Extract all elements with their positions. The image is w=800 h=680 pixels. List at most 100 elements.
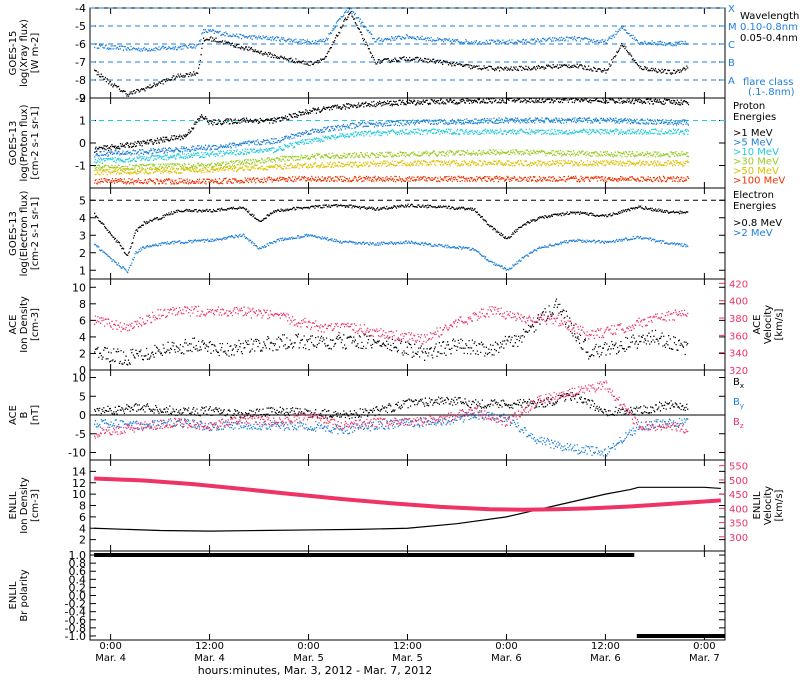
series-ace_mag-0 [94,392,689,420]
ylabel-electron: GOES-13 [8,211,19,256]
ytick-label-enlil_plasma: 12 [72,477,86,490]
xray-legend-long: 0.10-0.8nm [740,22,798,33]
ylabel-electron: log(Electron flux) [19,191,30,277]
ytick-label-ace_mag: 10 [72,372,86,385]
ylabel-secondary-enlil_plasma: Velocity [763,486,774,525]
ylabel-ace_mag: ACE [8,405,19,425]
series-points-xray-1 [94,10,689,97]
ytick-label-xray: -8 [75,74,86,87]
proton-legend-item: >1 MeV [733,128,773,139]
ytick-secondary-label-ace_plasma: 400 [729,297,748,308]
time-tick-date: Mar. 5 [293,653,324,664]
ylabel-xray: log(Xray flux) [19,19,30,87]
time-axis-title: hours:minutes, Mar. 3, 2012 - Mar. 7, 20… [198,664,433,677]
flare-class-label: B [728,58,735,69]
proton-legend-item: >50 MeV [733,166,779,177]
ytick-secondary-label-enlil_plasma: 300 [729,533,748,544]
ylabel-ace_plasma: ACE [8,315,19,335]
ytick-secondary-label-ace_plasma: 380 [729,314,748,325]
ytick-label-enlil_polarity: -0.8 [65,622,86,635]
ylabel-enlil_plasma: [cm-3] [30,489,41,522]
electron-legend-item: >0.8 MeV [733,218,782,229]
series-enlil_plasma-0 [94,486,721,532]
electron-legend-title2: Energies [733,201,776,212]
series-points-proton-3 [94,149,690,171]
ytick-label-electron: 5 [79,194,86,207]
series-points-ace_mag-2 [94,380,689,439]
series-ace_plasma-0 [94,298,689,366]
ytick-label-ace_plasma: 8 [79,298,86,311]
ylabel-proton: [cm-2 s-1 sr-1] [30,106,41,179]
series-proton-5 [94,175,690,185]
ytick-label-ace_mag: 0 [79,409,86,422]
electron-legend-title: Electron [733,190,774,201]
time-tick-date: Mar. 6 [491,653,522,664]
ytick-label-enlil_polarity: 0.6 [69,565,87,578]
ytick-label-enlil_polarity: -0.2 [65,598,86,611]
series-proton-4 [94,159,690,176]
series-xray-0 [94,7,689,52]
ytick-label-enlil_plasma: 10 [72,488,86,501]
mag-legend-item: Bx [733,377,744,390]
ytick-secondary-label-ace_plasma: 340 [729,349,748,360]
ytick-secondary-label-ace_plasma: 320 [729,366,748,377]
ytick-label-proton: 1 [79,115,86,128]
flare-class-note-range: (.1-.8nm) [748,87,795,98]
series-points-ace_mag-0 [94,392,689,420]
ytick-label-enlil_polarity: -0.6 [65,614,86,627]
ytick-label-ace_mag: -10 [68,447,86,460]
proton-legend-item: >100 MeV [733,176,785,187]
mag-legend-item: By [733,397,744,410]
ytick-label-enlil_plasma: 6 [79,511,86,524]
ylabel-ace_plasma: [cm-3] [30,308,41,341]
ytick-label-xray: -5 [75,20,86,33]
ylabel-proton: GOES-13 [8,121,19,166]
series-electron-1 [94,233,689,274]
time-tick-label: 12:00 [591,641,620,652]
series-points-ace_plasma-0 [94,298,689,366]
ytick-label-electron: 2 [79,247,86,260]
ytick-secondary-label-enlil_plasma: 450 [729,490,748,501]
proton-legend-title2: Energies [733,112,776,123]
series-ace_plasma-1 [94,305,689,345]
time-tick-date: Mar. 5 [392,653,423,664]
series-points-proton-1 [94,117,690,158]
ytick-label-enlil_plasma: 2 [79,534,86,547]
time-tick-label: 12:00 [393,641,422,652]
ytick-label-enlil_polarity: 1.0 [69,549,87,562]
panel-frame-electron [89,187,726,280]
ytick-label-xray: -6 [75,38,86,51]
ytick-label-ace_plasma: 2 [79,347,86,360]
series-points-ace_plasma-1 [94,305,689,345]
ytick-label-proton: 0 [79,137,86,150]
series-enlil_plasma-1 [94,476,722,512]
panel-frame-enlil_polarity [89,550,726,641]
flare-class-label: X [728,4,735,15]
series-ace_mag-2 [94,380,689,439]
ytick-label-xray: -9 [75,92,86,105]
flare-class-label: C [728,40,735,51]
ytick-label-ace_mag: -5 [75,428,86,441]
ylabel-secondary-enlil_plasma: ENLIL [752,491,763,519]
series-points-proton-4 [94,159,690,176]
ylabel-proton: log(Proton flux) [19,104,30,181]
flare-class-label: M [728,22,737,33]
xray-legend-short: 0.05-0.4nm [740,33,798,44]
series-proton-2 [94,128,690,164]
proton-legend-item: >10 MeV [733,147,779,158]
ytick-label-electron: 4 [79,212,86,225]
series-ace_mag-1 [94,411,689,457]
proton-legend-item: >5 MeV [733,138,773,149]
ylabel-secondary-ace_plasma: [km/s] [774,308,785,340]
ylabel-secondary-enlil_plasma: [km/s] [774,489,785,521]
ytick-label-enlil_polarity: 0.0 [69,590,87,603]
ylabel-enlil_polarity: Br polarity [19,569,30,621]
proton-legend-title: Proton [733,101,765,112]
time-tick-date: Mar. 7 [689,653,720,664]
time-tick-date: Mar. 6 [590,653,621,664]
series-proton-3 [94,149,690,171]
ytick-label-ace_plasma: 6 [79,314,86,327]
ytick-secondary-label-enlil_plasma: 550 [729,462,748,473]
ytick-label-electron: 1 [79,264,86,277]
